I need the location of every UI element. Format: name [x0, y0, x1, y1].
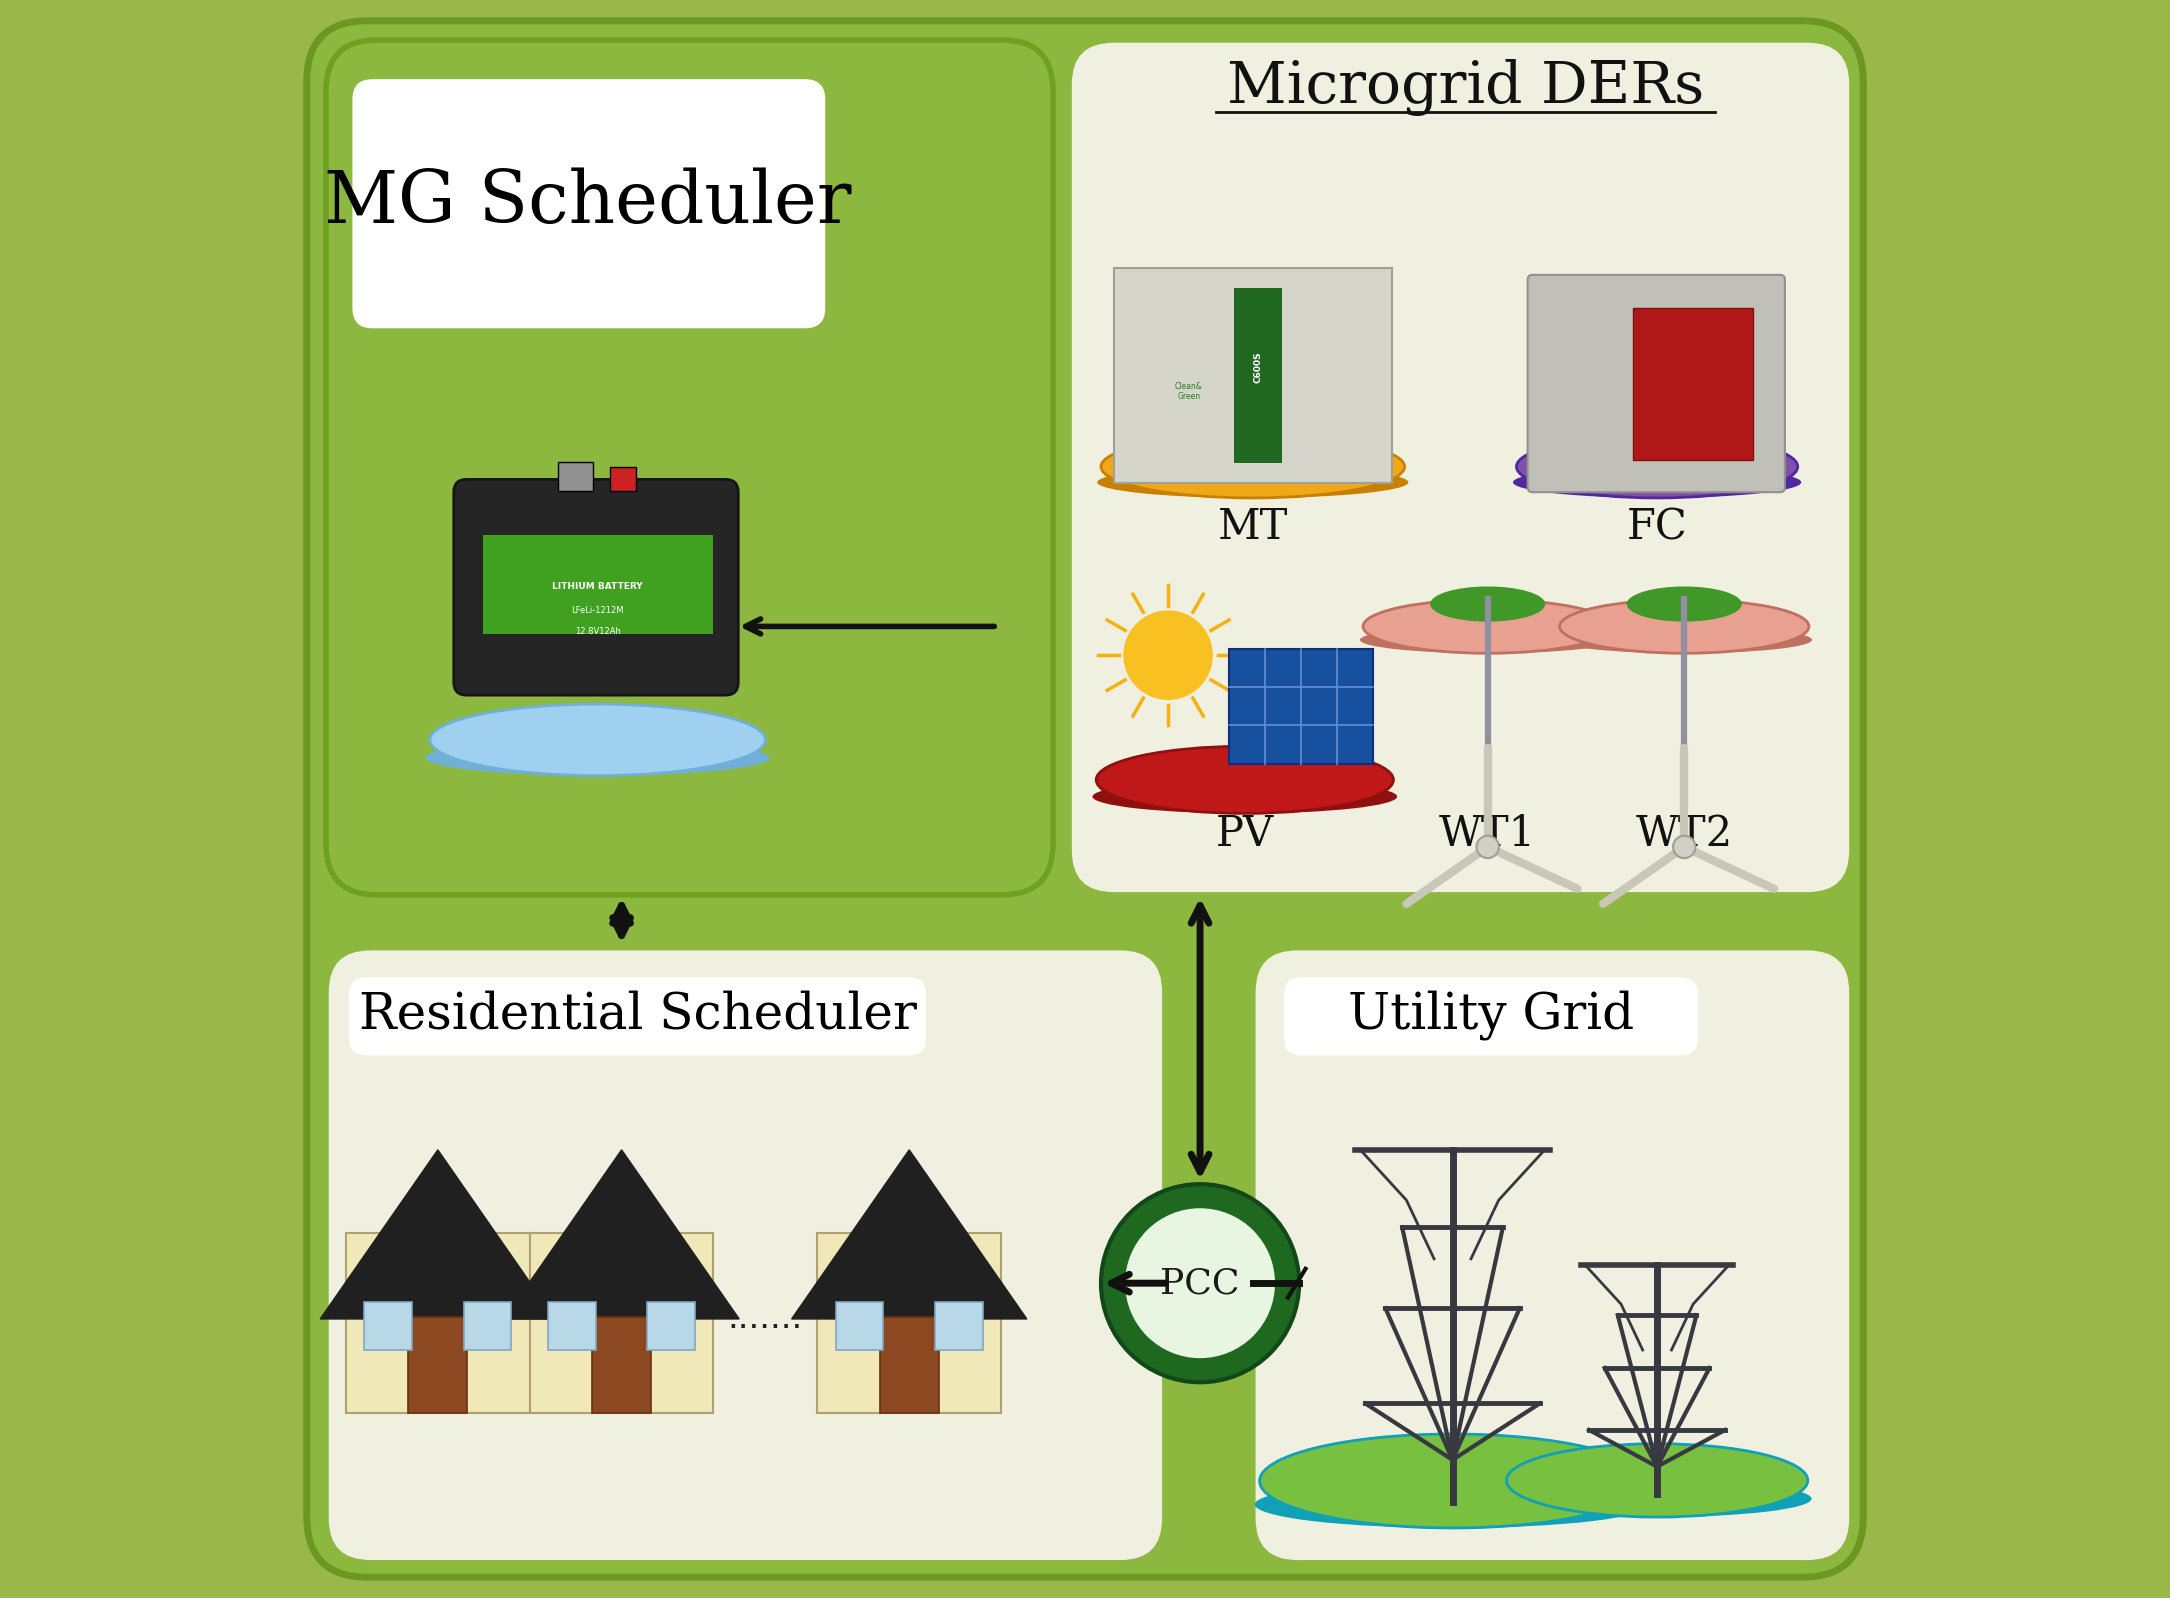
FancyBboxPatch shape — [549, 1302, 597, 1350]
FancyBboxPatch shape — [818, 1232, 1000, 1413]
Text: Clean&
Green: Clean& Green — [1174, 382, 1202, 401]
Text: FC: FC — [1628, 507, 1688, 548]
FancyBboxPatch shape — [610, 467, 636, 491]
FancyBboxPatch shape — [529, 1232, 714, 1413]
Ellipse shape — [1506, 1443, 1808, 1517]
Text: WT1: WT1 — [1439, 813, 1536, 855]
Text: C600S: C600S — [1252, 352, 1263, 384]
Ellipse shape — [1556, 626, 1812, 654]
Polygon shape — [503, 1151, 740, 1318]
Circle shape — [1124, 1206, 1276, 1360]
FancyBboxPatch shape — [1634, 308, 1753, 460]
Polygon shape — [321, 1151, 556, 1318]
FancyBboxPatch shape — [482, 535, 712, 634]
Polygon shape — [792, 1151, 1026, 1318]
Text: MG Scheduler: MG Scheduler — [323, 168, 853, 238]
FancyBboxPatch shape — [1285, 978, 1697, 1055]
FancyBboxPatch shape — [326, 40, 1052, 895]
Ellipse shape — [1098, 467, 1408, 499]
FancyBboxPatch shape — [1252, 948, 1851, 1563]
Ellipse shape — [1430, 586, 1545, 622]
Circle shape — [1124, 610, 1213, 700]
Text: Residential Scheduler: Residential Scheduler — [358, 991, 916, 1039]
FancyBboxPatch shape — [1233, 288, 1282, 463]
FancyBboxPatch shape — [306, 21, 1864, 1577]
Circle shape — [1673, 836, 1695, 858]
Text: Utility Grid: Utility Grid — [1348, 989, 1634, 1040]
FancyBboxPatch shape — [935, 1302, 983, 1350]
FancyBboxPatch shape — [1228, 649, 1374, 764]
Text: PCC: PCC — [1161, 1266, 1239, 1301]
FancyBboxPatch shape — [464, 1302, 512, 1350]
Text: MT: MT — [1217, 507, 1289, 548]
Ellipse shape — [1512, 467, 1801, 499]
FancyBboxPatch shape — [1528, 275, 1786, 492]
Ellipse shape — [1259, 1433, 1645, 1528]
Ellipse shape — [1560, 599, 1810, 654]
Text: Microgrid DERs: Microgrid DERs — [1226, 59, 1703, 117]
FancyBboxPatch shape — [454, 479, 738, 695]
Ellipse shape — [1517, 435, 1797, 499]
Ellipse shape — [1100, 435, 1404, 499]
Text: WT2: WT2 — [1636, 813, 1734, 855]
Ellipse shape — [1096, 746, 1393, 813]
Ellipse shape — [430, 705, 766, 775]
Text: LFeLi-1212M: LFeLi-1212M — [571, 606, 623, 615]
Ellipse shape — [1254, 1481, 1651, 1528]
Ellipse shape — [1502, 1480, 1812, 1517]
Ellipse shape — [1092, 780, 1397, 813]
FancyBboxPatch shape — [879, 1317, 940, 1413]
FancyBboxPatch shape — [835, 1302, 883, 1350]
Circle shape — [1100, 1184, 1300, 1382]
Text: .......: ....... — [727, 1302, 803, 1334]
FancyBboxPatch shape — [558, 462, 592, 491]
FancyBboxPatch shape — [345, 1232, 529, 1413]
Ellipse shape — [1361, 626, 1614, 654]
FancyBboxPatch shape — [1113, 268, 1391, 483]
FancyBboxPatch shape — [354, 80, 825, 328]
Ellipse shape — [1628, 586, 1743, 622]
Text: LITHIUM BATTERY: LITHIUM BATTERY — [553, 582, 642, 591]
FancyBboxPatch shape — [365, 1302, 412, 1350]
FancyBboxPatch shape — [349, 978, 924, 1055]
Ellipse shape — [1363, 599, 1612, 654]
Text: 12.8V12Ah: 12.8V12Ah — [575, 626, 621, 636]
FancyBboxPatch shape — [592, 1317, 651, 1413]
Text: PV: PV — [1215, 813, 1274, 855]
FancyBboxPatch shape — [326, 948, 1165, 1563]
Ellipse shape — [425, 740, 770, 775]
FancyBboxPatch shape — [408, 1317, 467, 1413]
FancyBboxPatch shape — [647, 1302, 694, 1350]
Circle shape — [1476, 836, 1499, 858]
FancyBboxPatch shape — [1070, 40, 1851, 895]
